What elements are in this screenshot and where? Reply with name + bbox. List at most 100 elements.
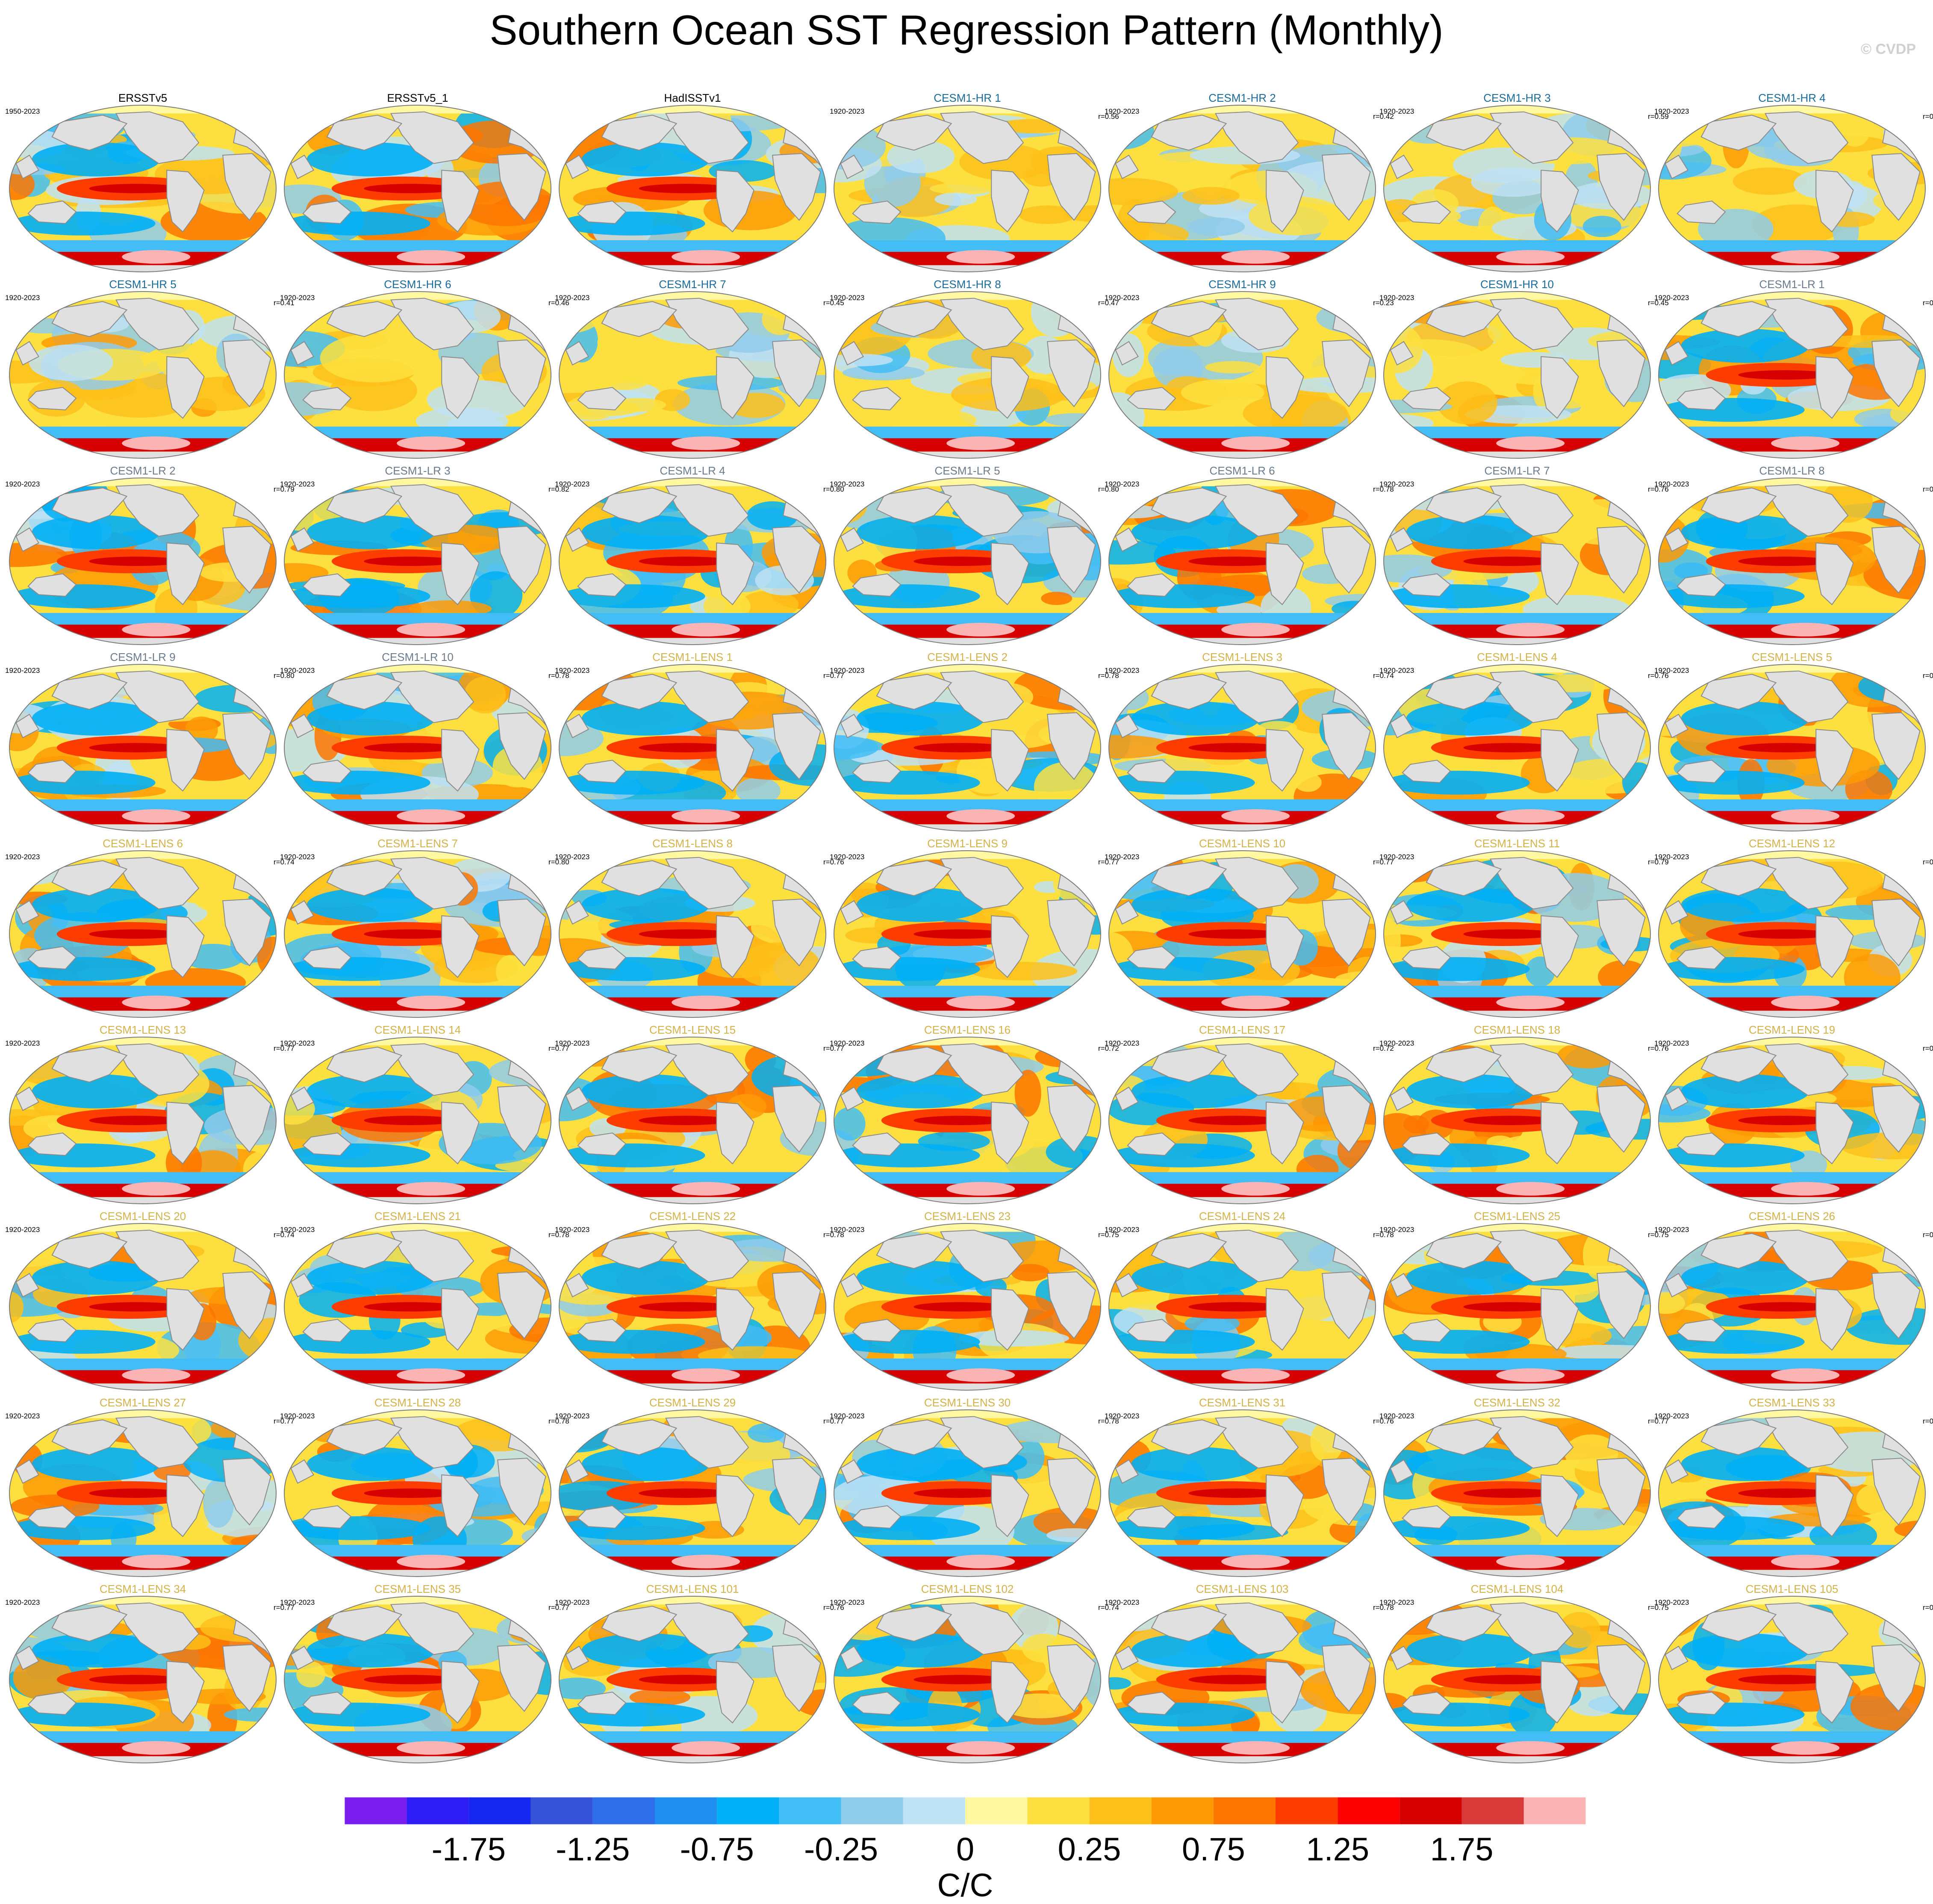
colorbar-swatch [345,1797,407,1824]
map-border [284,1409,551,1577]
field-patch [284,563,329,582]
southern-ocean-max [122,1741,191,1755]
land-mass [166,1661,205,1724]
land-mass [577,760,627,783]
southern-ocean-max [1771,1741,1840,1755]
land-mass [1426,487,1502,524]
map-panel: CESM1-HR 5 1920-2023 r=0.41 [5,278,295,459]
land-mass [1490,1229,1574,1282]
map-panel: CESM1-LENS 6 1920-2023 r=0.74 [5,837,295,1018]
tropical-core [1463,1116,1558,1125]
panel-period: 1920-2023 [830,294,864,302]
map-panel: CESM1-LR 10 1920-2023 r=0.78 [280,651,569,831]
panel-correlation: r=0.78 [823,1231,844,1239]
field-patch [887,140,955,174]
map-border [834,291,1101,459]
southern-ocean-max [1771,436,1840,450]
colorbar: -1.75 -1.25 -0.75 -0.25 0 0.25 0.75 1.25 1.75 C/C [344,1797,1586,1904]
map-panel: CESM1-LENS 16 1920-2023 r=0.72 [830,1023,1119,1204]
land-mass [565,1273,589,1297]
land-mass [716,542,754,605]
colorbar-swatch [1400,1797,1462,1824]
panel-title: ERSSTv5 [118,91,167,104]
panel-correlation: r=0.80 [548,858,569,866]
north-pacific-anomaly [856,1074,985,1108]
southern-ocean-max [672,622,740,637]
map-border [559,850,826,1018]
land-mass [1402,1132,1451,1156]
land-mass [1765,1229,1849,1282]
map-panel: CESM1-LENS 18 1920-2023 r=0.76 [1379,1023,1669,1204]
land-mass [1151,301,1227,337]
map-border [1383,1596,1651,1763]
tropical-core [639,1675,733,1684]
southern-ocean-max [946,436,1015,450]
map-panel: CESM1-HR 3 1920-2023 r=0.59 [1379,91,1669,272]
land-mass [1765,1043,1849,1096]
panel-correlation: r=0.7 [1923,1231,1933,1239]
colorbar-tick-label: 0.25 [1058,1831,1121,1868]
map-border [834,105,1101,272]
land-mass [166,729,205,792]
tropical-core [913,557,1008,566]
panel-period: 1920-2023 [1105,107,1139,115]
panel-title: CESM1-LENS 30 [924,1396,1011,1409]
colorbar-swatch [407,1797,469,1824]
panel-correlation: r=0.7 [1923,299,1933,307]
land-mass [1127,387,1176,410]
southern-ocean-max [946,1741,1015,1755]
panel-title: CESM1-HR 6 [384,278,451,291]
colorbar-swatch [841,1797,903,1824]
land-mass [1541,356,1579,419]
southern-ocean-max [672,1182,740,1196]
land-mass [991,915,1029,978]
map-border [834,1223,1101,1391]
southern-ocean-max [1496,1368,1565,1382]
land-mass [15,1645,40,1670]
land-mass [1151,1046,1227,1083]
land-mass [1490,111,1574,164]
land-mass [1665,1459,1689,1484]
map-border [284,1596,551,1763]
panel-period: 1920-2023 [1379,1226,1414,1234]
field-patch [559,1677,606,1700]
southern-ocean-max [1771,1368,1840,1382]
field-patch [522,1527,551,1546]
land-mass [1266,1288,1304,1351]
panel-correlation: r=0.80 [823,485,844,493]
sst-field [1659,478,1925,645]
land-mass [390,670,474,723]
land-mass [1700,674,1777,710]
land-mass [1426,860,1502,896]
land-mass [1390,1086,1414,1111]
land-mass [940,857,1024,910]
north-pacific-anomaly [1406,1074,1535,1108]
colorbar-swatch [1089,1797,1152,1824]
map-panel: CESM1-LENS 30 1920-2023 r=0.78 [830,1396,1119,1577]
panel-title: CESM1-LENS 24 [1199,1210,1285,1223]
panel-title: CESM1-LENS 15 [649,1023,736,1036]
map-border [1108,1037,1376,1204]
panel-correlation: r=0.82 [548,485,569,493]
land-mass [1215,111,1299,164]
land-mass [1151,1419,1227,1456]
field-patch [1839,109,1871,147]
land-mass [1677,200,1726,224]
tropical-core [1463,1675,1558,1684]
southern-ocean-max [946,1368,1015,1382]
land-mass [290,900,315,925]
land-mass [51,1419,128,1456]
land-mass [1677,573,1726,597]
land-mass [222,526,271,594]
southern-ocean-max [1496,622,1565,637]
land-mass [1322,1085,1371,1153]
land-mass [772,899,821,967]
land-mass [326,1419,403,1456]
sst-field [1384,105,1650,272]
land-mass [1871,153,1921,221]
panel-title: CESM1-LENS 104 [1471,1583,1564,1595]
sst-field [559,1410,826,1577]
field-patch [1635,1152,1650,1174]
panel-correlation: r=0.78 [1098,1417,1119,1425]
tropical-core [89,1675,183,1684]
